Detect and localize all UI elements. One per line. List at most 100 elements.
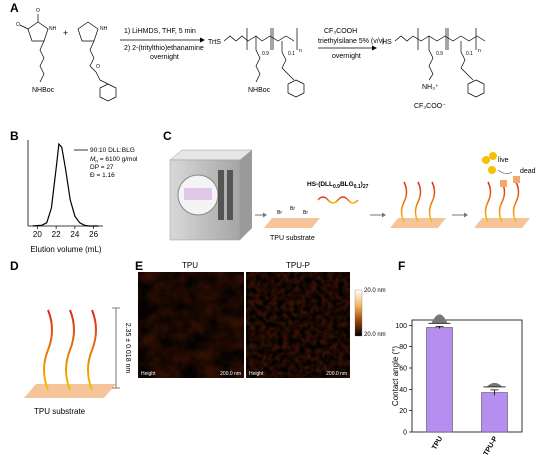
arrow bbox=[497, 169, 513, 174]
chain bbox=[89, 40, 97, 73]
chain bbox=[255, 36, 261, 83]
y-tick-label: 80 bbox=[399, 344, 407, 351]
x-axis-label: Elution volume (mL) bbox=[30, 245, 101, 254]
gpc-chart: Elution volume (mL) 20 22 24 26 90:10 DLL:BL… bbox=[27, 140, 138, 254]
substrate bbox=[24, 384, 116, 398]
substrate bbox=[264, 218, 320, 228]
br: Br bbox=[290, 206, 295, 212]
afm-images: TPU TPU-P Height 200.0 nm Height 200.0 n… bbox=[138, 261, 386, 378]
reagent: CF₃COOH bbox=[324, 28, 357, 35]
bar bbox=[481, 392, 508, 433]
legend-label: 90:10 DLL:BLG bbox=[90, 147, 135, 154]
y-tick-label: 20 bbox=[399, 408, 407, 415]
panel-label: E bbox=[135, 259, 143, 273]
chain bbox=[281, 41, 295, 81]
image-title: TPU-P bbox=[286, 261, 310, 270]
benzene bbox=[99, 83, 117, 102]
atom: O bbox=[36, 8, 40, 14]
substrate-label: TPU substrate bbox=[270, 235, 315, 242]
scheme: O O NH NHBoc + NH O 1) LiHMDS, THF, 5 mi… bbox=[16, 8, 486, 110]
image-footer: 200.0 nm bbox=[326, 371, 347, 377]
group: TrtS bbox=[208, 39, 221, 46]
bacterium bbox=[482, 156, 490, 164]
thickness-label: 2.35 ± 0.018 nm bbox=[124, 323, 131, 374]
image-footer: 200.0 nm bbox=[220, 371, 241, 377]
arrowhead bbox=[372, 45, 377, 51]
atom: NH bbox=[49, 26, 57, 32]
annotation-part: DP = 27 bbox=[90, 164, 114, 171]
group: NHBoc bbox=[248, 87, 271, 94]
dead-bacterium bbox=[500, 180, 507, 187]
arrowhead bbox=[200, 37, 205, 43]
reagent: triethylsilane 5% (v/v) bbox=[318, 38, 385, 45]
panel-label: A bbox=[10, 1, 19, 15]
group: HS bbox=[382, 39, 392, 46]
device-side bbox=[240, 150, 252, 240]
polymer bbox=[317, 196, 359, 204]
electrode bbox=[227, 170, 233, 220]
annotation: Đ = 1.16 bbox=[90, 172, 115, 179]
subscript: n bbox=[299, 48, 302, 54]
x-tick-label: 26 bbox=[89, 230, 98, 239]
afm-image bbox=[246, 272, 350, 378]
subscript: 0.1 bbox=[466, 51, 473, 57]
y-tick-label: 40 bbox=[399, 387, 407, 394]
chain bbox=[460, 41, 474, 81]
afm-image bbox=[138, 272, 244, 378]
benzene bbox=[467, 79, 485, 98]
subscript: 0.9 bbox=[436, 51, 443, 57]
contact-angle-chart: Contact angle (°) 0 20 40 60 80 100 TPU TPU-P bbox=[391, 314, 523, 457]
image-footer: Height bbox=[141, 371, 156, 377]
arrowhead bbox=[382, 212, 386, 218]
chain bbox=[95, 71, 109, 85]
annotation-part: n bbox=[95, 159, 98, 164]
backbone bbox=[223, 35, 295, 42]
x-tick-label: TPU-P bbox=[483, 435, 500, 457]
reagent: 1) LiHMDS, THF, 5 min bbox=[124, 28, 196, 35]
electrode bbox=[218, 170, 224, 220]
live-label: live bbox=[498, 157, 509, 164]
group: NH₃⁺ bbox=[422, 84, 439, 91]
chain bbox=[39, 40, 45, 83]
reagent: 2) 2-(tritylthio)ethanamine bbox=[124, 45, 204, 52]
brush bbox=[43, 309, 97, 391]
subscript: 0.9 bbox=[262, 51, 269, 57]
annotation-part: M bbox=[90, 156, 96, 163]
y-tick-label: 0 bbox=[403, 430, 407, 437]
substrate bbox=[474, 218, 530, 228]
atom: O bbox=[16, 22, 20, 28]
color-bar bbox=[354, 289, 363, 337]
y-axis-label: Contact angle (°) bbox=[391, 346, 400, 406]
plot-frame bbox=[411, 319, 523, 433]
ring bbox=[27, 21, 49, 42]
counterion: CF₃COO⁻ bbox=[414, 103, 446, 110]
group: NHBoc bbox=[32, 87, 55, 94]
bond bbox=[19, 24, 29, 30]
bar bbox=[426, 327, 453, 433]
ring bbox=[77, 21, 99, 42]
fabrication-scheme: Br Br Br TPU substrate HS-(DLL0.9BLG0.1)… bbox=[169, 149, 536, 242]
gpc-trace bbox=[32, 142, 99, 227]
reagent: overnight bbox=[332, 53, 361, 60]
annotation: Mn = 6100 g/mol bbox=[90, 156, 138, 164]
benzene bbox=[287, 79, 305, 98]
image-title: TPU bbox=[182, 261, 198, 270]
brush bbox=[400, 181, 436, 223]
atom: O bbox=[96, 64, 100, 70]
y-tick-label: 100 bbox=[395, 323, 407, 330]
br: Br bbox=[303, 210, 308, 216]
br: Br bbox=[277, 210, 282, 216]
color-bar-label: 20.0 nm bbox=[364, 288, 386, 294]
arrowhead bbox=[464, 212, 468, 218]
brackets bbox=[417, 28, 477, 50]
x-tick-label: 24 bbox=[70, 230, 79, 239]
dead-bacterium bbox=[513, 176, 520, 183]
polymer-label: HS-(DLL0.9BLG0.1)27 bbox=[307, 181, 369, 190]
y-tick-label: 60 bbox=[399, 366, 407, 373]
droplet bbox=[486, 382, 503, 387]
plus: + bbox=[63, 28, 68, 38]
color-bar-label: 20.0 nm bbox=[364, 332, 386, 338]
panel-label: F bbox=[398, 259, 405, 273]
